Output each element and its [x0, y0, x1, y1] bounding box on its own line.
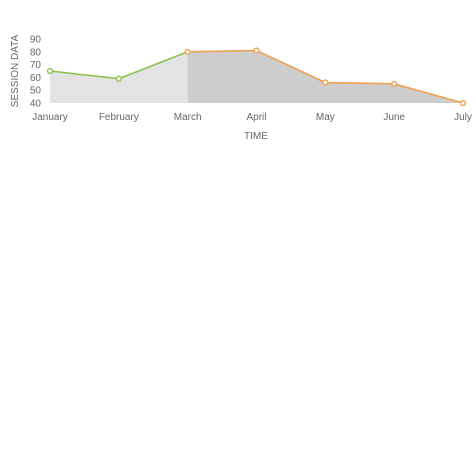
- data-point[interactable]: [184, 48, 191, 55]
- x-tick-label: May: [316, 112, 335, 123]
- data-point[interactable]: [459, 99, 467, 107]
- y-tick-label: 50: [30, 86, 42, 97]
- area-fills: [50, 50, 463, 103]
- y-tick-label: 70: [30, 60, 42, 71]
- y-axis-title: SESSION DATA: [10, 34, 21, 107]
- data-point[interactable]: [322, 79, 329, 86]
- x-tick-label: March: [174, 112, 202, 123]
- y-tick-label: 90: [30, 35, 42, 46]
- x-axis-title: TIME: [244, 131, 268, 142]
- x-axis-ticks: January February March April May June July: [32, 112, 472, 123]
- x-tick-label: July: [454, 112, 472, 123]
- data-point[interactable]: [46, 67, 54, 75]
- data-point[interactable]: [115, 75, 122, 82]
- area-fill-highlight: [187, 50, 463, 103]
- y-tick-label: 80: [30, 47, 42, 58]
- x-tick-label: February: [99, 112, 139, 123]
- y-tick-label: 40: [30, 99, 42, 110]
- data-points: [46, 47, 467, 107]
- data-point[interactable]: [253, 47, 260, 54]
- y-tick-label: 60: [30, 73, 42, 84]
- x-tick-label: June: [383, 112, 405, 123]
- x-tick-label: April: [246, 112, 266, 123]
- data-point[interactable]: [391, 80, 398, 87]
- area-fill-base: [50, 51, 188, 103]
- x-tick-label: January: [32, 112, 68, 123]
